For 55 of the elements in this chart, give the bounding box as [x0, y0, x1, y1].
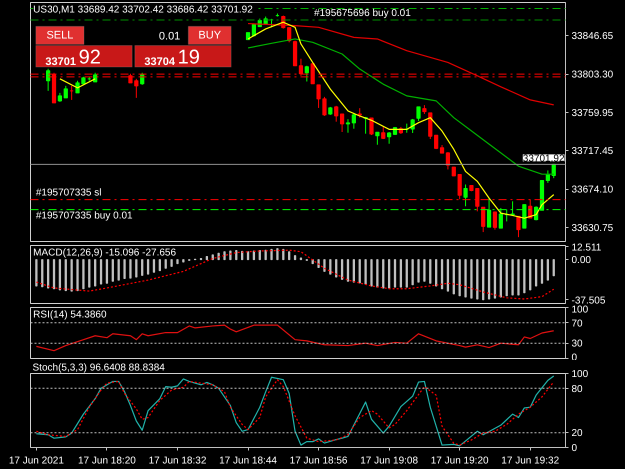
y-tick-label: 33717.45	[572, 146, 614, 158]
y-tick-label: 100	[572, 304, 589, 316]
x-tick-label: 17 Jun 18:56	[290, 456, 348, 466]
annotation: 0.01	[158, 30, 180, 42]
y-tick-label: 30	[572, 338, 584, 350]
y-tick-label: -37.505	[572, 295, 606, 306]
y-tick-label: 33630.75	[572, 223, 614, 234]
annotation: 92	[78, 46, 101, 68]
candlestick	[46, 68, 50, 92]
x-tick-label: 17 Jun 18:44	[219, 456, 278, 466]
x-tick-label: 17 Jun 18:20	[78, 456, 136, 466]
y-tick-label: 33846.65	[572, 31, 614, 42]
candlestick	[492, 210, 498, 230]
annotation: 33704	[144, 56, 176, 68]
x-tick-label: 17 Jun 19:32	[501, 456, 560, 466]
y-tick-label: 80	[572, 384, 584, 395]
candlestick	[287, 27, 292, 43]
candlestick	[358, 108, 362, 118]
candlestick	[322, 96, 327, 116]
annotation: 33701	[45, 56, 76, 68]
y-tick-label: 70	[572, 318, 584, 330]
candlestick	[387, 132, 392, 144]
candlestick	[140, 72, 144, 86]
annotation: BUY	[198, 29, 222, 42]
x-tick-label: 17 Jun 19:20	[430, 456, 490, 466]
y-tick-label: 33759.95	[572, 108, 614, 120]
ref-line-label: #195675696 buy 0.01	[314, 8, 412, 20]
annotation: 19	[178, 46, 200, 68]
ref-line-label: #195707335 sl	[36, 188, 102, 199]
candlestick	[381, 126, 386, 140]
y-tick-label: 100	[572, 369, 589, 380]
candlestick	[463, 184, 468, 207]
chart-title: Stoch(5,3,3) 96.6408 88.8384	[32, 362, 166, 374]
chart-title: MACD(12,26,9) -15.096 -27.656	[33, 248, 176, 258]
x-tick-label: 17 Jun 18:32	[148, 456, 207, 466]
line-series	[36, 324, 554, 352]
y-tick-label: 33803.30	[572, 70, 614, 81]
y-tick-label: 0.00	[572, 255, 592, 266]
candlestick	[304, 65, 309, 82]
candlestick	[481, 206, 486, 233]
candlestick	[416, 106, 421, 122]
chart-title: US30,M1 33689.42 33702.42 33686.42 33701.92	[33, 4, 254, 16]
y-tick-label: 33674.10	[572, 184, 614, 196]
y-tick-label: 12.511	[572, 242, 602, 254]
annotation: SELL	[46, 29, 74, 42]
line-series	[247, 22, 554, 106]
line-series	[36, 250, 554, 300]
x-tick-label: 17 Jun 19:08	[360, 456, 418, 466]
ref-line-label: #195707335 buy 0.01	[36, 210, 134, 222]
ref-line-label: 33701.92	[522, 153, 565, 164]
candlestick	[316, 84, 321, 108]
y-tick-label: 0	[572, 443, 578, 454]
chart-title: RSI(14) 54.3860	[33, 310, 107, 320]
y-tick-label: 20	[572, 428, 584, 440]
x-tick-label: 17 Jun 2021	[8, 456, 64, 466]
